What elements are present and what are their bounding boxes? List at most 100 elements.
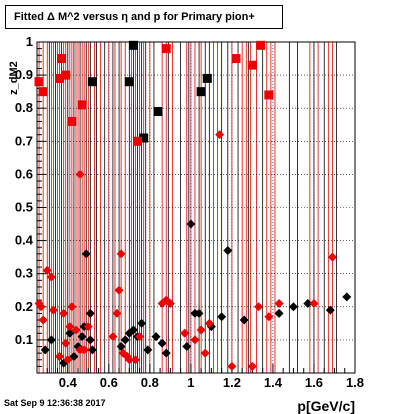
data-point-diamond-red xyxy=(65,322,75,332)
data-point-diamond-black xyxy=(288,302,298,312)
x-tick-label: 0.4 xyxy=(59,375,78,390)
data-point-diamond-red xyxy=(48,305,58,315)
data-point-diamond-red xyxy=(59,308,69,318)
data-point-diamond-red xyxy=(108,332,118,342)
data-point-diamond-black xyxy=(194,308,204,318)
data-point-diamond-red xyxy=(67,302,77,312)
data-point-square-red xyxy=(133,136,143,146)
data-point-square-red xyxy=(57,54,67,64)
data-point-diamond-red xyxy=(63,355,73,365)
data-point-diamond-black xyxy=(85,308,95,318)
y-tick-label: 0.7 xyxy=(15,133,33,148)
data-point-diamond-black xyxy=(65,328,75,338)
data-point-diamond-black xyxy=(239,315,249,325)
data-point-square-black xyxy=(196,87,206,97)
data-point-diamond-black xyxy=(157,338,167,348)
data-point-diamond-red xyxy=(79,345,89,355)
data-point-square-red xyxy=(247,60,257,70)
data-point-square-red xyxy=(77,100,87,110)
data-point-diamond-red xyxy=(114,285,124,295)
data-point-diamond-black xyxy=(186,219,196,229)
y-tick-label: 0.8 xyxy=(15,100,33,115)
x-tick-label: 1.6 xyxy=(305,375,323,390)
data-point-square-red xyxy=(231,54,241,64)
x-tick-label: 0.8 xyxy=(141,375,159,390)
data-point-diamond-red xyxy=(71,325,81,335)
data-point-square-black xyxy=(202,73,212,83)
x-tick-label: 1 xyxy=(187,375,194,390)
y-tick-label: 0.6 xyxy=(15,166,33,181)
data-point-diamond-red xyxy=(83,322,93,332)
y-tick-label: 0.3 xyxy=(15,266,33,281)
data-point-square-red xyxy=(161,44,171,54)
data-point-diamond-red xyxy=(254,302,264,312)
data-point-diamond-black xyxy=(161,348,171,358)
data-point-diamond-black xyxy=(217,312,227,322)
data-point-diamond-black xyxy=(69,351,79,361)
data-point-diamond-red xyxy=(180,328,190,338)
data-point-diamond-red xyxy=(215,130,225,140)
canvas-title: Fitted Δ M^2 versus η and p for Primary … xyxy=(5,5,283,29)
data-point-diamond-red xyxy=(55,351,65,361)
x-tick-label: 1.2 xyxy=(223,375,241,390)
data-point-diamond-red xyxy=(274,298,284,308)
data-point-diamond-red xyxy=(190,335,200,345)
data-point-diamond-black xyxy=(81,249,91,259)
y-axis-label: z_dM2 xyxy=(8,61,20,95)
data-point-diamond-red xyxy=(46,272,56,282)
data-point-diamond-red xyxy=(36,302,46,312)
timestamp: Sat Sep 9 12:36:38 2017 xyxy=(4,398,106,408)
data-point-diamond-red xyxy=(112,308,122,318)
data-point-diamond-black xyxy=(325,305,335,315)
data-point-diamond-black xyxy=(274,308,284,318)
data-point-diamond-red xyxy=(38,315,48,325)
data-point-square-red xyxy=(256,40,266,50)
data-point-square-red xyxy=(67,116,77,126)
data-point-diamond-black xyxy=(87,345,97,355)
data-point-diamond-black xyxy=(151,332,161,342)
data-point-diamond-black xyxy=(143,345,153,355)
data-point-diamond-red xyxy=(227,361,237,371)
data-point-diamond-red xyxy=(200,348,210,358)
data-point-square-red xyxy=(34,77,44,87)
data-points-layer xyxy=(34,40,352,371)
y-tick-label: 1 xyxy=(26,34,33,49)
data-point-diamond-black xyxy=(85,335,95,345)
data-point-diamond-black xyxy=(137,318,147,328)
x-tick-label: 1.8 xyxy=(346,375,364,390)
data-point-diamond-black xyxy=(342,292,352,302)
data-point-diamond-red xyxy=(247,361,257,371)
data-point-diamond-black xyxy=(223,246,233,256)
y-tick-label: 0.5 xyxy=(15,200,33,215)
x-tick-label: 1.4 xyxy=(264,375,283,390)
x-tick-label: 0.6 xyxy=(100,375,118,390)
axis-ticks xyxy=(36,41,356,374)
data-point-diamond-black xyxy=(46,335,56,345)
data-point-diamond-black xyxy=(120,335,130,345)
data-point-square-red xyxy=(55,73,65,83)
data-point-diamond-red xyxy=(309,298,319,308)
data-point-diamond-red xyxy=(204,318,214,328)
y-tick-label: 0.1 xyxy=(15,332,33,347)
y-tick-label: 0.2 xyxy=(15,299,33,314)
data-point-square-red xyxy=(38,87,48,97)
data-point-diamond-red xyxy=(264,312,274,322)
data-point-diamond-black xyxy=(128,325,138,335)
data-point-diamond-red xyxy=(130,355,140,365)
data-point-diamond-red xyxy=(327,252,337,262)
data-point-square-black xyxy=(87,77,97,87)
data-point-diamond-red xyxy=(165,298,175,308)
y-tick-label: 0.4 xyxy=(15,233,34,248)
data-point-diamond-red xyxy=(61,338,71,348)
data-point-diamond-black xyxy=(116,342,126,352)
data-point-square-red xyxy=(61,70,71,80)
data-point-diamond-red xyxy=(75,169,85,179)
data-point-square-black xyxy=(124,77,134,87)
data-point-square-red xyxy=(264,90,274,100)
data-point-diamond-black xyxy=(182,342,192,352)
data-point-diamond-red xyxy=(116,249,126,259)
data-point-square-black xyxy=(128,40,138,50)
data-point-diamond-red xyxy=(42,265,52,275)
y-tick-label: 0.9 xyxy=(15,67,33,82)
x-axis-label: p[GeV/c] xyxy=(297,398,355,414)
